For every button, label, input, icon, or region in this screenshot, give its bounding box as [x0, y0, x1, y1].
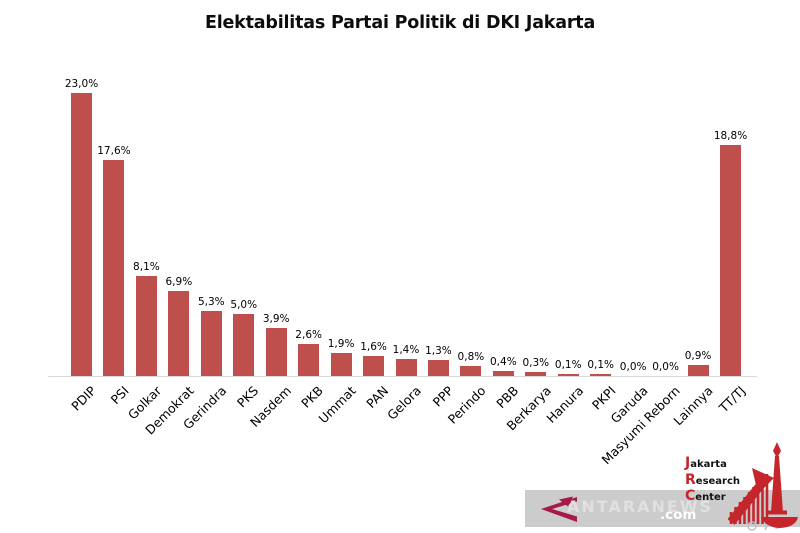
bar-value-label: 0,1% [554, 359, 582, 371]
x-axis-label: PDIP [68, 383, 100, 414]
bar-value-label: 0,0% [619, 361, 647, 373]
jrc-line-center: Center [685, 488, 726, 504]
jrc-monas-trend-graphic-icon [728, 442, 798, 531]
x-axis-label: PBB [492, 383, 521, 412]
x-axis-label: PPP [429, 383, 457, 410]
bar-value-label: 8,1% [133, 261, 160, 273]
x-axis-label: PSI [107, 383, 132, 408]
bar [590, 374, 612, 376]
x-axis-label: Gelora [383, 383, 424, 423]
bar-value-label: 2,6% [295, 329, 322, 341]
bar-value-label: 0,0% [652, 361, 679, 373]
bar-value-label: 1,4% [392, 344, 420, 356]
bar [395, 359, 417, 376]
bar-value-label: 6,9% [165, 276, 193, 288]
bar [233, 314, 255, 376]
bar [265, 328, 287, 376]
x-axis-label: PKB [298, 383, 327, 411]
bar [168, 291, 190, 376]
bar-value-label: 0,9% [684, 350, 712, 362]
bar [687, 365, 709, 376]
x-axis-label: TT/TJ [715, 383, 749, 416]
bar-value-label: 1,6% [360, 341, 387, 353]
jrc-line-jakarta: Jakarta [685, 455, 727, 471]
x-axis-line [48, 376, 757, 377]
bar [427, 360, 449, 376]
bar [525, 372, 547, 376]
bar [557, 374, 579, 376]
bar-value-label: 18,8% [713, 130, 748, 142]
bar [363, 356, 385, 376]
watermark-name: ANTARANEWS [567, 497, 714, 516]
x-axis-label: PKS [234, 383, 262, 411]
bar [200, 311, 222, 376]
watermark-domain: .com [660, 507, 697, 523]
jrc-line-research: Research [685, 471, 741, 488]
trend-arrow-icon [728, 468, 774, 525]
bar-value-label: 0,3% [522, 357, 550, 369]
antara-logo-icon [541, 496, 577, 522]
bar-value-label: 0,4% [490, 356, 517, 368]
bar-value-label: 0,8% [457, 351, 485, 363]
bar-value-label: 0,1% [587, 359, 615, 371]
bar [492, 371, 514, 376]
bar [71, 93, 92, 376]
bar [135, 276, 157, 376]
jrc-logo-text: Jakarta Research Center [685, 455, 741, 506]
bar-value-label: 5,0% [230, 299, 258, 311]
bar-value-label: 1,9% [327, 338, 355, 350]
bar-value-label: 1,3% [425, 345, 452, 357]
chart-title: Elektabilitas Partai Politik di DKI Jaka… [204, 13, 596, 33]
bar-value-label: 5,3% [197, 296, 225, 308]
bar-value-label: 17,6% [97, 145, 131, 157]
bar [460, 366, 482, 376]
monas-tower-icon [761, 442, 798, 528]
bar-value-label: 3,9% [262, 313, 290, 325]
bar [720, 145, 741, 376]
bar-value-label: 23,0% [64, 78, 99, 90]
jrc-logo: Jakarta Research Center [680, 438, 800, 533]
bar [330, 353, 352, 376]
x-axis-label: PAN [363, 383, 392, 412]
bar [298, 344, 320, 376]
bar [103, 160, 125, 376]
